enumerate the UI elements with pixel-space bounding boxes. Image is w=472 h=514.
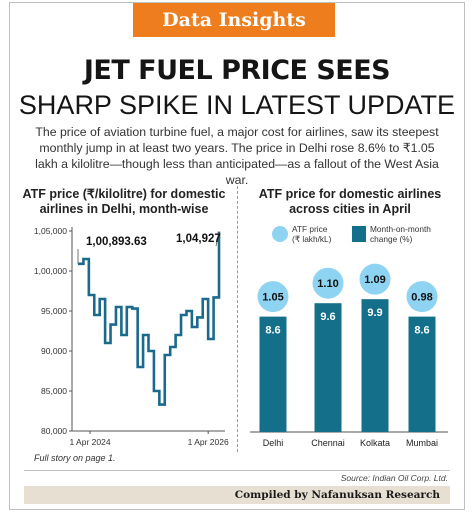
- change-bar: [314, 303, 342, 432]
- change-bar: [361, 299, 389, 432]
- category-label: Kolkata: [360, 438, 390, 448]
- legend-change-label-1: Month-on-month: [370, 224, 431, 234]
- change-bar-label: 9.9: [367, 307, 382, 319]
- end-value-leader: [215, 231, 220, 247]
- change-bar: [259, 316, 287, 432]
- category-label: Chennai: [311, 438, 345, 448]
- legend-change-label-2: change (%): [370, 234, 413, 244]
- start-value-label: 1,00,893.63: [86, 236, 147, 248]
- panel-divider: [237, 186, 238, 452]
- headline-line-1: JET FUEL PRICE SEES: [83, 55, 391, 86]
- source-rule: [24, 470, 450, 471]
- intro-text: The price of aviation turbine fuel, a ma…: [35, 125, 439, 187]
- headline-line-2: SHARP SPIKE IN LATEST UPDATE: [18, 90, 456, 120]
- infographic-frame: Data Insights JET FUEL PRICE SEES SHARP …: [9, 2, 465, 510]
- legend-change-swatch: [352, 226, 366, 242]
- legend-price-label-2: (₹ lakh/kL): [292, 234, 332, 244]
- price-bubble: [312, 267, 344, 299]
- price-bubble-label: 1.09: [364, 274, 385, 286]
- legend-price-label-1: ATF price: [292, 224, 328, 234]
- bar-chart-title: ATF price for domestic airlines across c…: [258, 187, 442, 216]
- footnote: Full story on page 1.: [34, 453, 116, 463]
- price-bubble: [406, 281, 438, 313]
- price-bubble-label: 0.98: [411, 292, 432, 304]
- price-bubble: [359, 263, 391, 295]
- compiled-by-text: Compiled by Nafanuksan Research: [234, 489, 440, 501]
- line-chart: 1,05,000 1,00,000 95,000 90,000 85,000 80,000…: [34, 226, 229, 447]
- category-label: Mumbai: [406, 438, 438, 448]
- y-tick-label: 80,000: [41, 426, 67, 436]
- y-tick-label: 95,000: [41, 306, 67, 316]
- change-bar-label: 8.6: [265, 325, 280, 337]
- price-bubble: [257, 281, 289, 313]
- x-tick-label: 1 Apr 2026: [188, 437, 229, 447]
- section-banner: Data Insights: [133, 3, 335, 37]
- change-bar-label: 8.6: [414, 325, 429, 337]
- line-chart-title: ATF price (₹/kilolitre) for domestic air…: [22, 187, 226, 216]
- credit-bar: Compiled by Nafanuksan Research: [24, 486, 450, 504]
- y-tick-label: 90,000: [41, 346, 67, 356]
- change-bar: [408, 316, 436, 432]
- price-bubble-label: 1.05: [262, 292, 283, 304]
- price-series-line: [78, 231, 221, 406]
- x-tick-label: 1 Apr 2024: [69, 437, 110, 447]
- category-label: Delhi: [263, 438, 284, 448]
- y-tick-label: 1,00,000: [34, 266, 67, 276]
- change-bar-label: 9.6: [320, 311, 335, 323]
- price-bubble-label: 1.10: [317, 278, 338, 290]
- legend-price-swatch: [272, 226, 288, 242]
- y-tick-label: 85,000: [41, 386, 67, 396]
- source-credit: Source: Indian Oil Corp. Ltd.: [340, 473, 448, 483]
- end-value-label: 1,04,927: [176, 233, 221, 245]
- bar-chart: ATF price(₹ lakh/kL) Month-on-monthchange…: [250, 224, 448, 448]
- y-tick-label: 1,05,000: [34, 226, 67, 236]
